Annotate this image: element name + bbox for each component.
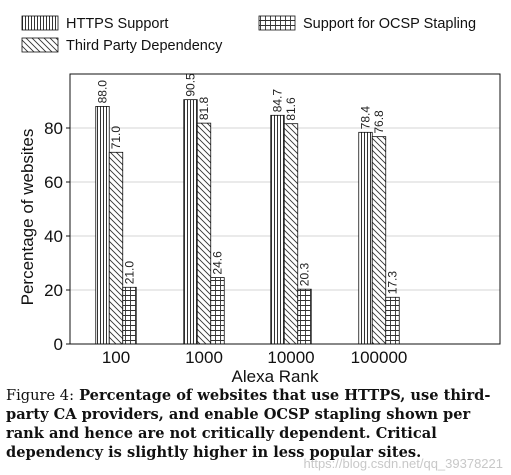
bar-diagonal-1000 [196,122,212,345]
legend-label: HTTPS Support [66,16,168,32]
y-axis-label: Percentage of websites [18,129,37,306]
bar-chart: HTTPS Support Third Party Dependency Suppo… [18,15,501,385]
data-label: 71.0 [109,126,123,150]
x-tick-label: 10000 [267,348,314,367]
y-tick-label: 20 [44,281,63,300]
data-label: 20.3 [298,263,312,287]
data-label: 17.3 [386,271,400,295]
caption-label: Figure 4: [6,387,74,404]
x-tick-label: 100 [102,348,130,367]
plot-frame [69,73,501,345]
bar-grid-10000 [297,288,312,345]
bar-diagonal-100000 [371,136,387,345]
bar-grid-1000 [210,277,225,345]
legend-swatch-vertical [21,15,59,31]
bar-vertical-100000 [358,131,373,345]
y-tick-label: 60 [44,173,63,192]
y-tick-label: 0 [54,335,63,354]
data-label: 24.6 [211,251,225,275]
legend-label: Support for OCSP Stapling [303,16,476,32]
x-axis-label: Alexa Rank [232,367,319,385]
data-label: 78.4 [359,106,373,130]
data-label: 88.0 [96,80,110,104]
data-label: 90.5 [184,73,198,97]
x-tick-label: 1000 [185,348,223,367]
y-tick-label: 80 [44,119,63,138]
bar-grid-100 [122,286,137,345]
legend-swatch-grid [258,15,296,31]
legend-swatch-diagonal [21,37,59,53]
bar-grid-100000 [385,296,400,345]
bars: 88.0 71.0 21.0 90.581.8 24.6 84.7 81.6 20.3 78.4… [95,73,400,345]
figure-caption: Figure 4: Percentage of websites that us… [6,386,506,462]
data-label: 81.6 [284,97,298,121]
data-label: 76.8 [372,110,386,134]
y-tick-label: 40 [44,227,63,246]
bar-vertical-10000 [270,114,285,345]
bar-vertical-1000 [183,99,198,345]
bar-diagonal-10000 [283,123,299,345]
data-label: 84.7 [271,89,285,113]
legend-label: Third Party Dependency [66,38,223,54]
x-tick-label: 100000 [351,348,408,367]
data-label: 81.8 [197,96,211,120]
watermark: https://blog.csdn.net/qq_39378221 [303,456,504,471]
axes: 100 1000 10000 100000 0 20 40 60 80 Alexa Rank Per… [18,73,501,385]
legend: HTTPS Support Third Party Dependency Suppo… [21,15,476,54]
data-label: 21.0 [123,261,137,285]
caption-text: Percentage of websites that use HTTPS, u… [6,387,491,461]
bar-vertical-100 [95,106,110,345]
bar-diagonal-100 [108,151,124,345]
